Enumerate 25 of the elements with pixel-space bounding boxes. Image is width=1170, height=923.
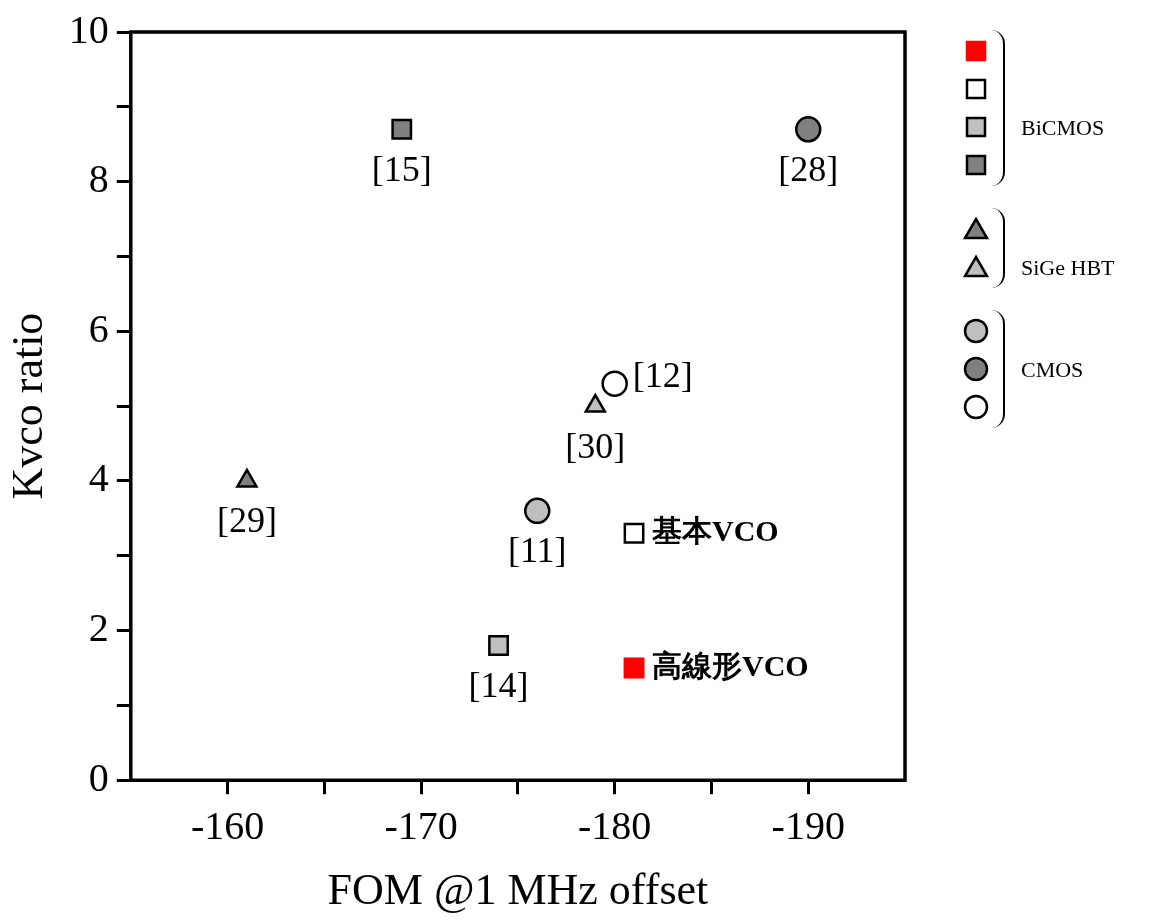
legend-label: CMOS [1021,357,1084,383]
annotation: [28] [778,148,839,189]
annotation: 基本VCO [651,514,779,548]
x-tick-label: -170 [384,802,458,848]
x-tick-label: -160 [190,802,265,848]
annotation: [12] [632,355,693,396]
legend-label: SiGe HBT [1021,255,1115,281]
y-tick-label: 4 [88,455,109,501]
y-tick-label: 0 [88,754,109,800]
annotation: [29] [216,500,277,541]
y-axis-title: Kvco ratio [2,312,52,500]
y-tick-label: 6 [88,305,109,351]
point [623,657,645,679]
annotation: [30] [565,425,626,466]
x-tick-label: -180 [578,802,652,848]
annotation: 高線形VCO [652,648,809,682]
annotation: [15] [371,148,432,189]
x-tick-label: -190 [771,802,845,848]
annotation: [11] [507,530,567,571]
y-tick-label: 2 [88,605,109,651]
annotation: [14] [468,664,529,705]
y-tick-label: 8 [88,156,109,202]
x-axis-title: FOM @1 MHz offset [327,865,709,915]
legend-label: BiCMOS [1021,115,1105,141]
y-tick-label: 10 [68,6,109,52]
